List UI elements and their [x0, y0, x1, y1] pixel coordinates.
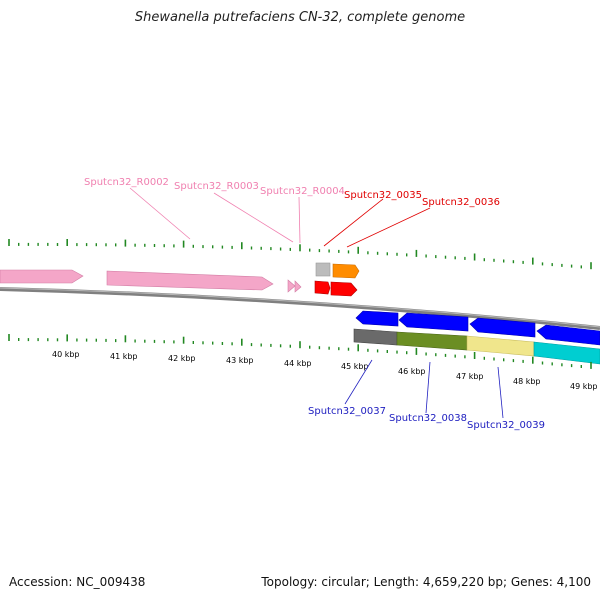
rrna-feature-r0003[interactable]	[106, 270, 274, 291]
scale-label: 44 kbp	[284, 359, 312, 368]
gene-feature-0035-orange[interactable]	[332, 263, 360, 279]
genome-backbone	[0, 287, 600, 330]
accession-text: Accession: NC_009438	[9, 575, 146, 589]
lower-tick-row	[8, 334, 592, 369]
feature-labels: Sputcn32_R0002 Sputcn32_R0003 Sputcn32_R…	[84, 177, 545, 431]
gene-feature-reverse-3[interactable]	[469, 317, 536, 338]
reverse-strand-features	[353, 310, 600, 365]
callout-0038	[425, 361, 431, 414]
cog-band-0039[interactable]	[466, 335, 535, 357]
scale-label: 40 kbp	[52, 350, 80, 359]
genome-summary-text: Topology: circular; Length: 4,659,220 bp…	[261, 575, 591, 589]
upper-tick-row	[8, 239, 592, 270]
feature-label-r0004[interactable]: Sputcn32_R0004	[260, 186, 345, 197]
genome-title: Shewanella putrefaciens CN-32, complete …	[134, 10, 466, 25]
scale-label: 47 kbp	[456, 372, 484, 381]
cog-band-0038[interactable]	[396, 331, 468, 351]
scale-label: 45 kbp	[341, 362, 369, 371]
scale-label: 43 kbp	[226, 356, 254, 365]
cog-band-0037[interactable]	[353, 328, 398, 346]
feature-label-r0003[interactable]: Sputcn32_R0003	[174, 181, 259, 192]
feature-label-r0002[interactable]: Sputcn32_R0002	[84, 177, 169, 188]
scale-label: 41 kbp	[110, 352, 138, 361]
callout-r0002	[129, 187, 191, 240]
feature-label-0037[interactable]: Sputcn32_0037	[308, 406, 386, 417]
gene-feature-reverse-2[interactable]	[398, 312, 469, 332]
gene-feature-reverse-1[interactable]	[355, 310, 399, 327]
feature-label-0038[interactable]: Sputcn32_0038	[389, 413, 467, 424]
callout-r0004	[298, 196, 301, 244]
rna-feature-small-1[interactable]	[287, 279, 296, 293]
callout-0037	[344, 359, 373, 405]
callout-0039	[497, 366, 504, 419]
gene-feature-0036[interactable]	[330, 281, 358, 297]
callout-0036	[346, 207, 431, 248]
scale-label: 48 kbp	[513, 377, 541, 386]
scale-labels: 40 kbp 41 kbp 42 kbp 43 kbp 44 kbp 45 kb…	[52, 350, 598, 391]
forward-strand-features	[0, 262, 360, 297]
callout-0035	[323, 198, 384, 247]
rna-feature-small-2[interactable]	[294, 280, 302, 293]
gene-feature-reverse-4[interactable]	[536, 324, 600, 346]
gene-feature-0035[interactable]	[314, 280, 331, 295]
cog-band-next[interactable]	[533, 341, 600, 365]
callout-r0003	[213, 192, 294, 243]
scale-label: 49 kbp	[570, 382, 598, 391]
rrna-feature-r0002[interactable]	[0, 269, 84, 284]
gene-feature-0035-gray[interactable]	[315, 262, 331, 277]
feature-label-0036[interactable]: Sputcn32_0036	[422, 197, 500, 208]
genome-backbone-highlight	[0, 287, 600, 328]
scale-label: 46 kbp	[398, 367, 426, 376]
callout-lines	[129, 187, 504, 419]
feature-label-0035[interactable]: Sputcn32_0035	[344, 190, 422, 201]
feature-label-0039[interactable]: Sputcn32_0039	[467, 420, 545, 431]
scale-label: 42 kbp	[168, 354, 196, 363]
